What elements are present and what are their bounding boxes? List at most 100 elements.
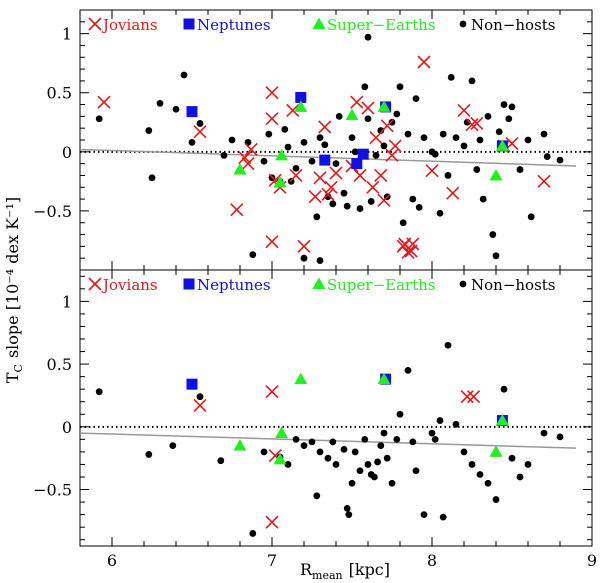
data-point-circle [447, 73, 455, 81]
y-tick-label: 0.5 [47, 84, 72, 103]
data-point-circle [444, 341, 452, 349]
data-point-circle [351, 148, 359, 156]
x-tick-label: 6 [107, 551, 117, 570]
legend-label: Jovians [101, 16, 158, 34]
data-point-cross [308, 190, 322, 204]
data-point-circle [321, 141, 329, 149]
data-point-triangle [345, 108, 359, 121]
data-point-cross [369, 131, 383, 145]
data-point-triangle [275, 148, 289, 161]
y-axis-label-unit: slope [10⁻⁴ dex K⁻¹] [3, 197, 22, 358]
data-point-circle [180, 71, 188, 79]
legend-marker-circle [459, 280, 467, 288]
data-point-cross [265, 235, 279, 249]
data-point-circle [468, 461, 476, 468]
x-axis-label-unit: [kpc] [349, 560, 390, 579]
data-point-triangle [294, 100, 308, 112]
data-point-circle [500, 385, 508, 393]
legend-marker-triangle [312, 17, 326, 29]
data-point-circle [371, 473, 378, 481]
data-point-circle [412, 467, 420, 475]
legend-marker-cross [88, 277, 102, 291]
data-point-circle [300, 254, 308, 262]
data-point-circle [348, 479, 356, 487]
data-point-cross [361, 101, 375, 115]
x-axis-label-main: R [300, 560, 313, 579]
data-point-circle [351, 448, 359, 456]
data-point-circle [292, 164, 300, 172]
data-point-circle [374, 458, 381, 466]
data-point-circle [372, 151, 380, 159]
data-point-cross [193, 398, 207, 413]
y-tick-label: −0.5 [33, 202, 72, 221]
data-point-circle [436, 209, 444, 217]
data-point-cross [321, 187, 335, 201]
data-point-circle [329, 438, 337, 446]
data-point-circle [516, 166, 524, 173]
data-point-circle [377, 442, 385, 450]
data-point-circle [228, 136, 236, 144]
data-point-circle [356, 205, 364, 212]
data-point-circle [284, 461, 292, 468]
data-point-circle [383, 454, 391, 462]
data-point-circle [324, 454, 332, 462]
data-point-circle [345, 511, 353, 519]
data-point-circle [260, 157, 268, 165]
data-point-circle [364, 115, 372, 123]
data-point-circle [380, 142, 388, 150]
data-point-triangle [489, 168, 503, 181]
data-point-circle [308, 438, 316, 446]
data-point-circle [495, 128, 503, 136]
data-point-cross [353, 168, 367, 183]
data-point-circle [468, 77, 476, 85]
data-point-circle [284, 143, 292, 151]
data-point-cross [286, 103, 300, 118]
data-point-cross [350, 95, 364, 109]
y-axis-label-main: T [3, 372, 22, 383]
data-point-circle [404, 130, 412, 138]
legend-label: Non−hosts [471, 276, 556, 294]
data-point-square [186, 106, 198, 118]
data-point-circle [364, 33, 372, 41]
data-point-square [186, 378, 198, 390]
data-point-circle [428, 429, 436, 437]
data-point-circle [431, 150, 439, 158]
data-point-cross [297, 239, 311, 253]
data-point-circle [169, 442, 177, 450]
data-point-circle [484, 479, 492, 487]
data-point-circle [399, 219, 407, 227]
data-point-circle [476, 471, 484, 478]
legend-marker-square [183, 278, 195, 290]
data-point-circle [556, 156, 564, 164]
data-point-circle [156, 99, 164, 107]
data-point-triangle [233, 439, 247, 451]
data-point-circle [343, 504, 351, 512]
data-point-circle [452, 134, 460, 142]
data-point-circle [361, 83, 369, 91]
data-point-circle [196, 393, 204, 401]
data-point-triangle [489, 445, 503, 457]
data-point-cross [265, 86, 279, 100]
data-point-cross [241, 157, 255, 171]
data-point-circle [479, 195, 487, 203]
data-point-circle [313, 492, 321, 500]
data-point-cross [401, 245, 415, 259]
data-point-circle [145, 127, 153, 134]
y-tick-label: 1 [62, 25, 72, 44]
data-point-circle [249, 251, 257, 259]
fit-line [79, 432, 577, 449]
data-point-circle [364, 461, 372, 468]
data-point-circle [308, 157, 316, 165]
plot-frame [79, 269, 593, 547]
data-point-circle [220, 151, 228, 159]
data-point-circle [460, 448, 468, 456]
data-point-cross [446, 186, 460, 200]
legend-label: Super−Earths [327, 276, 436, 294]
data-point-cross [289, 168, 303, 183]
data-point-circle [524, 461, 532, 468]
data-point-cross [470, 116, 484, 131]
data-point-circle [249, 530, 257, 537]
data-point-circle [527, 213, 535, 221]
legend-label: Non−hosts [471, 16, 556, 34]
